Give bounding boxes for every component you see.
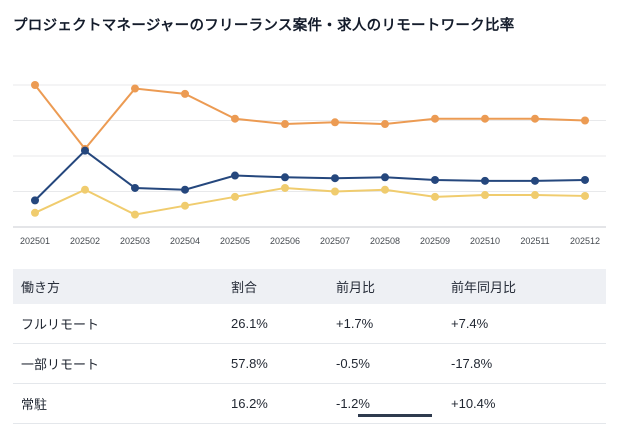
svg-text:202508: 202508 (370, 236, 400, 246)
svg-text:202502: 202502 (70, 236, 100, 246)
svg-text:202507: 202507 (320, 236, 350, 246)
page-title: プロジェクトマネージャーのフリーランス案件・求人のリモートワーク比率 (13, 18, 515, 34)
cell-work-style: 常駐 (13, 383, 223, 424)
cell-ratio: 26.1% (223, 304, 328, 344)
cell-yoy: +7.4% (443, 304, 606, 344)
cropped-element-edge (358, 414, 432, 417)
line-chart-svg: 202501 202502 202503 202504 202505 202506 2025… (13, 81, 606, 246)
svg-text:202512: 202512 (570, 236, 600, 246)
svg-text:202503: 202503 (120, 236, 150, 246)
svg-text:202504: 202504 (170, 236, 200, 246)
table-row: 常駐 16.2% -1.2% +10.4% (13, 383, 606, 424)
svg-text:202510: 202510 (470, 236, 500, 246)
cell-ratio: 16.2% (223, 383, 328, 424)
col-header-work-style: 働き方 (13, 269, 223, 304)
cell-yoy: -17.8% (443, 343, 606, 384)
col-header-yoy: 前年同月比 (443, 269, 606, 304)
table-row: 一部リモート 57.8% -0.5% -17.8% (13, 343, 606, 384)
cell-mom: -1.2% (328, 383, 443, 424)
cell-mom: +1.7% (328, 304, 443, 344)
svg-text:202505: 202505 (220, 236, 250, 246)
table-body: フルリモート 26.1% +1.7% +7.4% 一部リモート 57.8% -0… (13, 304, 606, 424)
col-header-mom: 前月比 (328, 269, 443, 304)
svg-text:202511: 202511 (520, 236, 549, 246)
svg-text:202509: 202509 (420, 236, 450, 246)
remote-ratio-table: 働き方 割合 前月比 前年同月比 フルリモート 26.1% +1.7% +7.4… (13, 269, 606, 424)
svg-text:202506: 202506 (270, 236, 300, 246)
cell-work-style: フルリモート (13, 304, 223, 344)
cell-mom: -0.5% (328, 343, 443, 384)
cell-ratio: 57.8% (223, 343, 328, 384)
remote-ratio-line-chart: 202501 202502 202503 202504 202505 202506 2025… (13, 67, 606, 257)
table-row: フルリモート 26.1% +1.7% +7.4% (13, 304, 606, 344)
col-header-ratio: 割合 (223, 269, 328, 304)
svg-text:202501: 202501 (20, 236, 50, 246)
cell-work-style: 一部リモート (13, 343, 223, 384)
table-header-row: 働き方 割合 前月比 前年同月比 (13, 269, 606, 304)
table-header: 働き方 割合 前月比 前年同月比 (13, 269, 606, 304)
cell-yoy: +10.4% (443, 383, 606, 424)
